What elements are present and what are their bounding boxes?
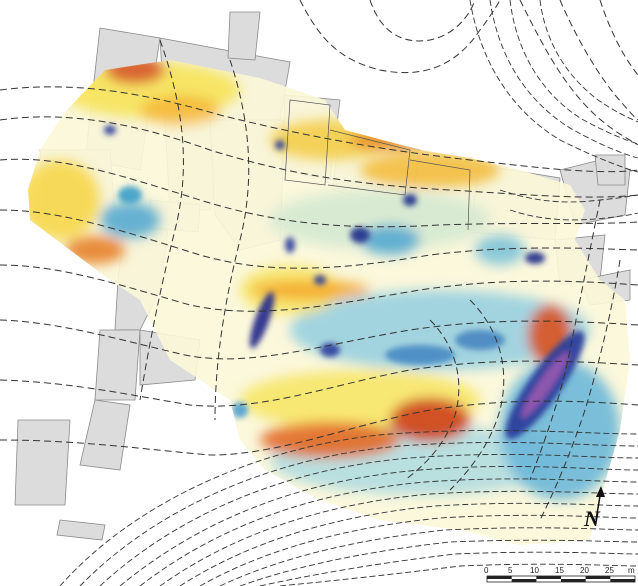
scale-tick-label: 20 xyxy=(580,566,589,575)
scale-unit-label: m xyxy=(628,566,635,575)
contour-line xyxy=(509,0,638,145)
survey-block-outline xyxy=(284,99,331,186)
contour-line xyxy=(139,478,638,586)
contour-line xyxy=(259,551,638,586)
contour-line xyxy=(519,0,638,146)
contour-line xyxy=(599,0,638,76)
contour-line xyxy=(0,400,638,456)
contour-line xyxy=(179,502,638,586)
contour-line xyxy=(239,539,638,586)
contour-line xyxy=(79,442,638,586)
contour-line xyxy=(404,319,460,481)
contour-line xyxy=(559,0,638,121)
contour-line xyxy=(159,490,638,586)
contour-line xyxy=(99,454,638,586)
scale-tick-label: 10 xyxy=(530,566,539,575)
contour-line xyxy=(279,563,638,586)
contour-line xyxy=(529,199,601,481)
north-arrow-label: N xyxy=(583,506,601,531)
building-footprint xyxy=(594,154,626,186)
contour-line xyxy=(369,0,476,42)
hill-contours xyxy=(469,0,638,221)
scale-tick-label: 5 xyxy=(508,566,513,575)
contour-line xyxy=(0,209,638,269)
survey-block-outline xyxy=(327,129,411,196)
contour-line xyxy=(449,299,505,491)
contour-line xyxy=(539,0,638,123)
contour-line xyxy=(499,189,638,203)
contour-line xyxy=(0,319,638,360)
scale-bar: 0 5 10 15 20 25 m xyxy=(484,566,636,583)
contour-line xyxy=(0,264,638,312)
north-arrow: N xyxy=(583,486,605,531)
scale-tick-label: 15 xyxy=(555,566,564,575)
building-footprint xyxy=(94,329,141,401)
contour-line xyxy=(59,430,638,586)
contour-line xyxy=(489,0,638,159)
contour-line xyxy=(509,209,638,221)
contour-line xyxy=(469,0,638,173)
building-footprint xyxy=(79,399,131,471)
contour-lines xyxy=(0,0,638,521)
contour-line xyxy=(214,59,250,421)
scale-tick-label: 0 xyxy=(484,566,489,575)
survey-block-outlines xyxy=(284,99,471,231)
building-footprint xyxy=(56,519,106,541)
contour-line xyxy=(0,86,638,173)
contour-line xyxy=(0,116,638,198)
scale-tick-label: 25 xyxy=(605,566,614,575)
contour-line xyxy=(119,465,638,586)
contour-line xyxy=(299,0,501,74)
contour-line xyxy=(539,259,621,521)
contour-line xyxy=(0,158,638,228)
survey-block-outline xyxy=(409,159,471,231)
building-footprint xyxy=(227,11,261,61)
contour-line xyxy=(139,39,184,401)
contour-line xyxy=(219,527,638,586)
contour-line xyxy=(0,360,638,407)
steep-slope-contours xyxy=(59,430,638,586)
building-footprint xyxy=(14,419,71,506)
